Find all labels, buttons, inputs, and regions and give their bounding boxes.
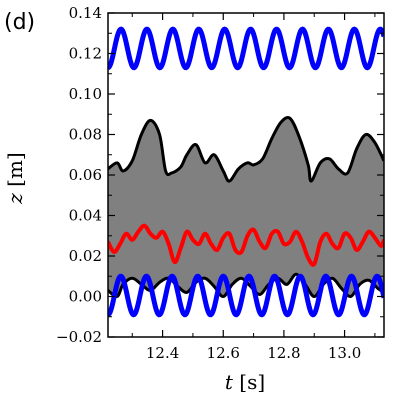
y-tick-label: 0.02 — [69, 247, 102, 265]
y-tick-label: −0.02 — [56, 328, 102, 346]
panel-label: (d) — [4, 10, 35, 35]
y-axis-label: z [m] — [3, 152, 27, 204]
x-tick-label: 12.6 — [207, 344, 240, 362]
top-oscillation-line — [108, 26, 384, 71]
y-tick-label: 0.04 — [69, 207, 102, 225]
x-axis-label: t [s] — [225, 370, 265, 394]
middle-line — [108, 223, 384, 267]
x-tick-label: 13.0 — [328, 344, 361, 362]
y-tick-label: 0.08 — [69, 126, 102, 144]
plot-area — [108, 26, 384, 318]
y-tick-label: 0.10 — [69, 85, 102, 103]
y-tick-label: 0.12 — [69, 45, 102, 63]
x-tick-label: 12.8 — [267, 344, 300, 362]
y-tick-label: 0.14 — [69, 4, 102, 22]
band-fill — [108, 117, 384, 297]
bottom-oscillation-line — [108, 273, 384, 318]
x-tick-label: 12.4 — [146, 344, 179, 362]
y-tick-label: 0.00 — [69, 288, 102, 306]
band-upper-line — [108, 115, 384, 183]
axis-ticks: −0.02 0.00 0.02 0.04 0.06 0.08 0.10 0.12 0.14 12.… — [56, 4, 384, 362]
y-tick-label: 0.06 — [69, 166, 102, 184]
